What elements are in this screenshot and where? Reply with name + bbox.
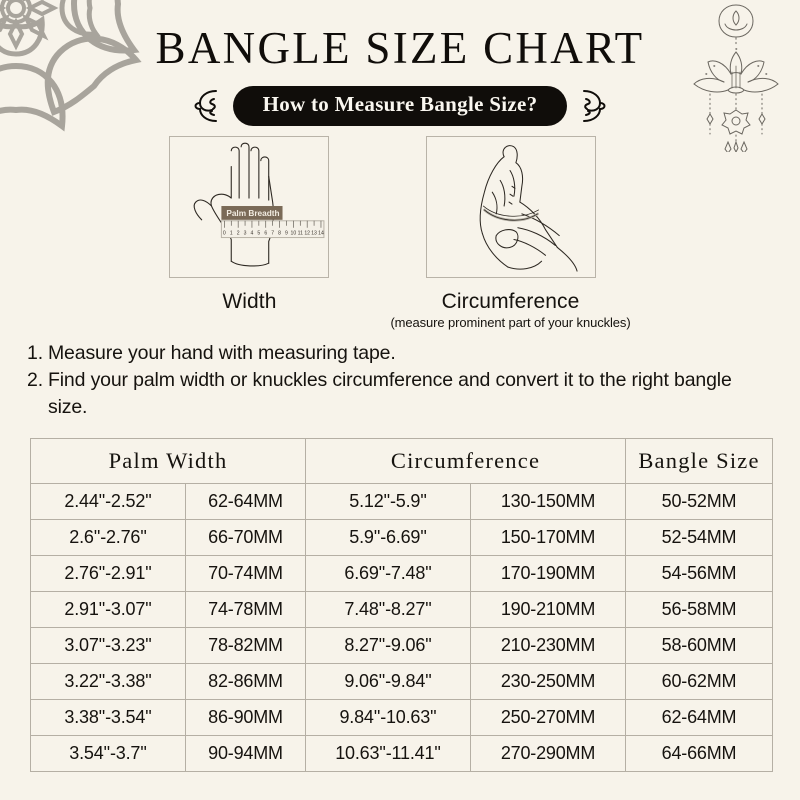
- table-cell: 60-62MM: [625, 663, 773, 700]
- table-cell: 190-210MM: [470, 591, 626, 628]
- column-header-bangle-size: Bangle Size: [625, 438, 773, 484]
- table-cell: 82-86MM: [185, 663, 306, 700]
- table-cell: 62-64MM: [625, 699, 773, 736]
- svg-text:2: 2: [237, 231, 240, 237]
- caption-width: Width: [222, 290, 277, 313]
- swirl-flourish-icon: [194, 90, 217, 122]
- table-row: 3.07''-3.23'' 78-82MM 8.27''-9.06'' 210-230…: [30, 627, 773, 664]
- svg-text:11: 11: [298, 231, 303, 237]
- table-cell: 70-74MM: [185, 555, 306, 592]
- table-cell: 66-70MM: [185, 519, 306, 556]
- hand-measuring-knuckles-icon: [425, 136, 596, 278]
- svg-text:5: 5: [258, 231, 261, 237]
- table-cell: 3.22''-3.38'': [30, 663, 186, 700]
- table-cell: 74-78MM: [185, 591, 306, 628]
- table-cell: 90-94MM: [185, 735, 306, 772]
- svg-text:12: 12: [305, 231, 311, 237]
- column-header-palm-width: Palm Width: [30, 438, 306, 484]
- table-cell: 270-290MM: [470, 735, 626, 772]
- subtitle-badge: How to Measure Bangle Size?: [232, 86, 568, 126]
- table-cell: 62-64MM: [185, 483, 306, 520]
- table-cell: 130-150MM: [470, 483, 626, 520]
- table-cell: 52-54MM: [625, 519, 773, 556]
- instruction-steps: 1. Measure your hand with measuring tape…: [27, 340, 762, 421]
- table-cell: 3.38''-3.54'': [30, 699, 186, 736]
- caption-circumference-sub: (measure prominent part of your knuckles…: [390, 315, 631, 330]
- table-row: 3.54''-3.7'' 90-94MM 10.63''-11.41'' 270-29…: [30, 735, 773, 772]
- table-cell: 150-170MM: [470, 519, 626, 556]
- svg-text:8: 8: [279, 231, 282, 237]
- illustration-circumference: Circumference (measure prominent part of…: [390, 136, 631, 330]
- table-cell: 230-250MM: [470, 663, 626, 700]
- step-text: Measure your hand with measuring tape.: [47, 342, 396, 364]
- table-cell: 210-230MM: [470, 627, 626, 664]
- table-cell: 9.06''-9.84'': [305, 663, 471, 700]
- list-item: 1. Measure your hand with measuring tape…: [27, 340, 762, 367]
- table-cell: 6.69''-7.48'': [305, 555, 471, 592]
- table-cell: 5.12''-5.9'': [305, 483, 471, 520]
- table-cell: 9.84''-10.63'': [305, 699, 471, 736]
- table-cell: 8.27''-9.06'': [305, 627, 471, 664]
- table-cell: 10.63''-11.41'': [305, 735, 471, 772]
- table-cell: 56-58MM: [625, 591, 773, 628]
- table-cell: 78-82MM: [185, 627, 306, 664]
- table-cell: 86-90MM: [185, 699, 306, 736]
- svg-text:6: 6: [265, 231, 268, 237]
- page-title: BANGLE SIZE CHART: [155, 23, 645, 73]
- table-cell: 250-270MM: [470, 699, 626, 736]
- table-cell: 2.91''-3.07'': [30, 591, 186, 628]
- svg-text:4: 4: [251, 231, 254, 237]
- table-row: 2.44''-2.52'' 62-64MM 5.12''-5.9'' 130-150M…: [30, 483, 773, 520]
- step-number: 1.: [27, 342, 43, 364]
- caption-circumference: Circumference: [441, 290, 580, 313]
- svg-text:10: 10: [291, 231, 297, 237]
- svg-text:Palm Breadth: Palm Breadth: [227, 209, 280, 218]
- table-header-row: Palm Width Circumference Bangle Size: [30, 438, 773, 484]
- table-cell: 7.48''-8.27'': [305, 591, 471, 628]
- svg-text:1: 1: [230, 231, 233, 237]
- svg-text:14: 14: [319, 231, 325, 237]
- svg-text:3: 3: [244, 231, 247, 237]
- bangle-size-table: Palm Width Circumference Bangle Size 2.4…: [30, 438, 773, 772]
- swirl-flourish-icon: [583, 90, 606, 122]
- table-row: 2.91''-3.07'' 74-78MM 7.48''-8.27'' 190-210…: [30, 591, 773, 628]
- column-header-circumference: Circumference: [305, 438, 626, 484]
- table-cell: 5.9''-6.69'': [305, 519, 471, 556]
- palm-breadth-label: Palm Breadth: [221, 206, 283, 220]
- step-text: Find your palm width or knuckles circumf…: [47, 369, 732, 418]
- svg-text:9: 9: [285, 231, 288, 237]
- table-cell: 54-56MM: [625, 555, 773, 592]
- svg-text:13: 13: [312, 231, 318, 237]
- svg-text:0: 0: [223, 231, 226, 237]
- table-row: 3.38''-3.54'' 86-90MM 9.84''-10.63'' 250-27…: [30, 699, 773, 736]
- table-cell: 3.54''-3.7'': [30, 735, 186, 772]
- table-cell: 64-66MM: [625, 735, 773, 772]
- table-cell: 58-60MM: [625, 627, 773, 664]
- table-row: 2.76''-2.91'' 70-74MM 6.69''-7.48'' 170-190…: [30, 555, 773, 592]
- subtitle-row: How to Measure Bangle Size?: [0, 86, 800, 126]
- table-cell: 50-52MM: [625, 483, 773, 520]
- table-cell: 170-190MM: [470, 555, 626, 592]
- step-number: 2.: [27, 369, 43, 391]
- table-row: 3.22''-3.38'' 82-86MM 9.06''-9.84'' 230-250…: [30, 663, 773, 700]
- table-cell: 2.6''-2.76'': [30, 519, 186, 556]
- svg-text:7: 7: [272, 231, 275, 237]
- table-row: 2.6''-2.76'' 66-70MM 5.9''-6.69'' 150-170MM…: [30, 519, 773, 556]
- table-cell: 2.44''-2.52'': [30, 483, 186, 520]
- table-cell: 3.07''-3.23'': [30, 627, 186, 664]
- list-item: 2. Find your palm width or knuckles circ…: [27, 367, 762, 421]
- table-cell: 2.76''-2.91'': [30, 555, 186, 592]
